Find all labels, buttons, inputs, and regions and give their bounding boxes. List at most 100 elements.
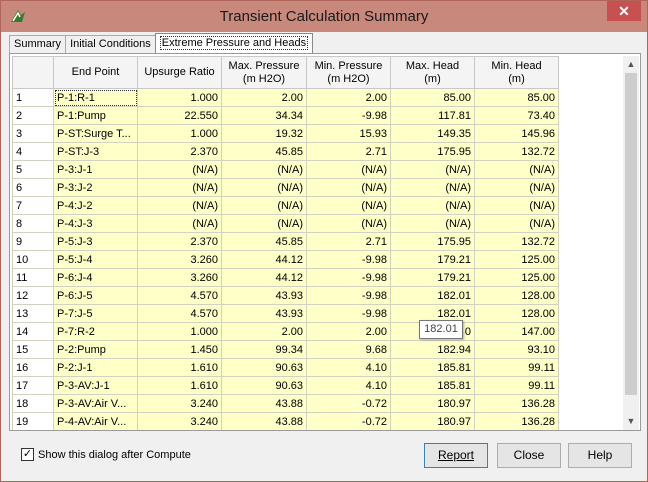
cell-ratio[interactable]: 2.370 bbox=[137, 142, 222, 161]
cell-ratio[interactable]: (N/A) bbox=[137, 178, 222, 197]
cell-end[interactable]: P-4:J-3 bbox=[53, 214, 138, 233]
cell-maxp[interactable]: 90.63 bbox=[221, 376, 307, 395]
cell-maxh[interactable]: (N/A) bbox=[390, 196, 475, 215]
cell-minp[interactable]: 4.10 bbox=[306, 376, 391, 395]
tab-summary[interactable]: Summary bbox=[9, 35, 67, 54]
cell-minp[interactable]: (N/A) bbox=[306, 196, 391, 215]
table-row[interactable]: 9 P-5:J-3 2.370 45.85 2.71 175.95 132.72 bbox=[12, 232, 559, 251]
cell-minp[interactable]: 2.00 bbox=[306, 88, 391, 107]
table-row[interactable]: 13 P-7:J-5 4.570 43.93 -9.98 182.01 128.00 bbox=[12, 304, 559, 323]
cell-end[interactable]: P-3:J-1 bbox=[53, 160, 138, 179]
scroll-down-icon[interactable]: ▼ bbox=[626, 416, 636, 426]
cell-ratio[interactable]: (N/A) bbox=[137, 214, 222, 233]
cell-minh[interactable]: 136.28 bbox=[474, 412, 559, 430]
cell-end[interactable]: P-ST:J-3 bbox=[53, 142, 138, 161]
cell-maxp[interactable]: 43.88 bbox=[221, 394, 307, 413]
cell-minh[interactable]: 147.00 bbox=[474, 322, 559, 341]
cell-end[interactable]: P-2:Pump bbox=[53, 340, 138, 359]
column-header[interactable]: Upsurge Ratio bbox=[137, 56, 222, 89]
cell-end[interactable]: P-1:Pump bbox=[53, 106, 138, 125]
cell-maxh[interactable]: 180.97 bbox=[390, 412, 475, 430]
cell-minh[interactable]: 99.11 bbox=[474, 358, 559, 377]
close-window-button[interactable]: ✕ bbox=[607, 1, 641, 21]
cell-maxp[interactable]: 44.12 bbox=[221, 268, 307, 287]
cell-end[interactable]: P-1:R-1 bbox=[53, 88, 138, 107]
cell-minh[interactable]: (N/A) bbox=[474, 196, 559, 215]
cell-minp[interactable]: 2.71 bbox=[306, 232, 391, 251]
cell-ratio[interactable]: (N/A) bbox=[137, 160, 222, 179]
cell-maxp[interactable]: (N/A) bbox=[221, 196, 307, 215]
cell-minp[interactable]: 15.93 bbox=[306, 124, 391, 143]
cell-ratio[interactable]: 3.240 bbox=[137, 394, 222, 413]
column-header[interactable]: End Point bbox=[53, 56, 138, 89]
vertical-scrollbar[interactable]: ▲ ▼ bbox=[623, 56, 639, 430]
table-row[interactable]: 16 P-2:J-1 1.610 90.63 4.10 185.81 99.11 bbox=[12, 358, 559, 377]
table-row[interactable]: 6 P-3:J-2 (N/A) (N/A) (N/A) (N/A) (N/A) bbox=[12, 178, 559, 197]
cell-minh[interactable]: (N/A) bbox=[474, 214, 559, 233]
cell-minp[interactable]: -0.72 bbox=[306, 412, 391, 430]
cell-maxp[interactable]: 99.34 bbox=[221, 340, 307, 359]
cell-maxp[interactable]: 43.93 bbox=[221, 286, 307, 305]
cell-maxp[interactable]: 34.34 bbox=[221, 106, 307, 125]
cell-ratio[interactable]: 1.610 bbox=[137, 376, 222, 395]
cell-end[interactable]: P-6:J-5 bbox=[53, 286, 138, 305]
close-button[interactable]: Close bbox=[497, 443, 561, 468]
cell-maxp[interactable]: (N/A) bbox=[221, 160, 307, 179]
cell-end[interactable]: P-6:J-4 bbox=[53, 268, 138, 287]
cell-maxp[interactable]: 2.00 bbox=[221, 88, 307, 107]
table-row[interactable]: 18 P-3-AV:Air V... 3.240 43.88 -0.72 180.97 13… bbox=[12, 394, 559, 413]
cell-ratio[interactable]: 22.550 bbox=[137, 106, 222, 125]
cell-maxh[interactable]: 175.95 bbox=[390, 142, 475, 161]
cell-ratio[interactable]: 1.000 bbox=[137, 124, 222, 143]
table-row[interactable]: 11 P-6:J-4 3.260 44.12 -9.98 179.21 125.00 bbox=[12, 268, 559, 287]
cell-minh[interactable]: 128.00 bbox=[474, 304, 559, 323]
cell-end[interactable]: P-5:J-3 bbox=[53, 232, 138, 251]
cell-end[interactable]: P-3-AV:Air V... bbox=[53, 394, 138, 413]
table-row[interactable]: 2 P-1:Pump 22.550 34.34 -9.98 117.81 73.40 bbox=[12, 106, 559, 125]
cell-minh[interactable]: 99.11 bbox=[474, 376, 559, 395]
cell-minp[interactable]: (N/A) bbox=[306, 178, 391, 197]
show-dialog-option[interactable]: ✓ Show this dialog after Compute bbox=[21, 448, 191, 461]
cell-minh[interactable]: 132.72 bbox=[474, 232, 559, 251]
cell-maxh[interactable]: 182.01 bbox=[390, 286, 475, 305]
table-row[interactable]: 15 P-2:Pump 1.450 99.34 9.68 182.94 93.10 bbox=[12, 340, 559, 359]
cell-maxp[interactable]: 90.63 bbox=[221, 358, 307, 377]
cell-maxh[interactable]: 149.35 bbox=[390, 124, 475, 143]
results-grid[interactable]: End Point Upsurge Ratio Max. Pressure (m … bbox=[12, 56, 623, 430]
cell-ratio[interactable]: 4.570 bbox=[137, 304, 222, 323]
cell-maxp[interactable]: 45.85 bbox=[221, 142, 307, 161]
cell-maxh[interactable]: 175.95 bbox=[390, 232, 475, 251]
cell-end[interactable]: P-7:J-5 bbox=[53, 304, 138, 323]
cell-minh[interactable]: 85.00 bbox=[474, 88, 559, 107]
cell-ratio[interactable]: (N/A) bbox=[137, 196, 222, 215]
table-row[interactable]: 8 P-4:J-3 (N/A) (N/A) (N/A) (N/A) (N/A) bbox=[12, 214, 559, 233]
cell-minp[interactable]: -9.98 bbox=[306, 268, 391, 287]
scroll-thumb[interactable] bbox=[625, 73, 637, 395]
cell-maxp[interactable]: 45.85 bbox=[221, 232, 307, 251]
cell-minp[interactable]: (N/A) bbox=[306, 160, 391, 179]
column-header[interactable]: Min. Head (m) bbox=[474, 56, 559, 89]
cell-minh[interactable]: 93.10 bbox=[474, 340, 559, 359]
cell-maxh[interactable]: 179.21 bbox=[390, 250, 475, 269]
table-row[interactable]: 12 P-6:J-5 4.570 43.93 -9.98 182.01 128.00 bbox=[12, 286, 559, 305]
cell-maxp[interactable]: 43.88 bbox=[221, 412, 307, 430]
cell-ratio[interactable]: 1.000 bbox=[137, 322, 222, 341]
cell-maxh[interactable]: 185.81 bbox=[390, 358, 475, 377]
cell-maxh[interactable]: (N/A) bbox=[390, 214, 475, 233]
cell-maxp[interactable]: (N/A) bbox=[221, 214, 307, 233]
cell-minp[interactable]: -9.98 bbox=[306, 304, 391, 323]
table-row[interactable]: 17 P-3-AV:J-1 1.610 90.63 4.10 185.81 99.11 bbox=[12, 376, 559, 395]
column-header[interactable]: Max. Head (m) bbox=[390, 56, 475, 89]
cell-minh[interactable]: 128.00 bbox=[474, 286, 559, 305]
cell-ratio[interactable]: 1.450 bbox=[137, 340, 222, 359]
cell-maxp[interactable]: 44.12 bbox=[221, 250, 307, 269]
tab-initial-conditions[interactable]: Initial Conditions bbox=[65, 35, 156, 54]
cell-end[interactable]: P-7:R-2 bbox=[53, 322, 138, 341]
cell-ratio[interactable]: 3.260 bbox=[137, 268, 222, 287]
cell-maxp[interactable]: (N/A) bbox=[221, 178, 307, 197]
cell-maxh[interactable]: 179.21 bbox=[390, 268, 475, 287]
cell-end[interactable]: P-2:J-1 bbox=[53, 358, 138, 377]
cell-ratio[interactable]: 1.000 bbox=[137, 88, 222, 107]
cell-ratio[interactable]: 3.240 bbox=[137, 412, 222, 430]
table-row[interactable]: 4 P-ST:J-3 2.370 45.85 2.71 175.95 132.72 bbox=[12, 142, 559, 161]
